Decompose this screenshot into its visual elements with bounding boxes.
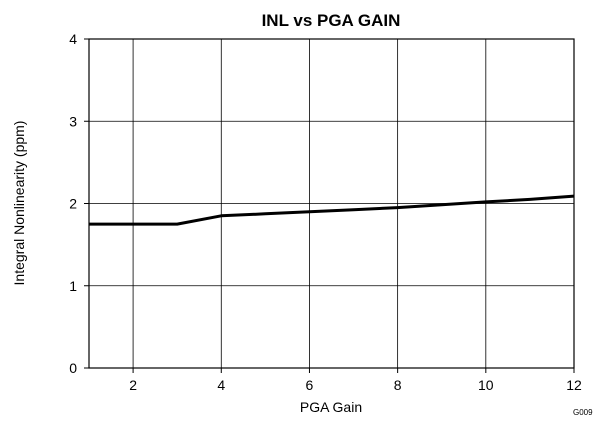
figure-code: G009 — [573, 408, 593, 417]
chart-title: INL vs PGA GAIN — [262, 11, 401, 30]
y-tick-label-4: 4 — [69, 31, 77, 47]
y-tick-label-1: 1 — [69, 278, 77, 294]
series-line-0 — [89, 194, 575, 226]
x-tick-label-8: 8 — [394, 377, 402, 393]
y-tick-label-0: 0 — [69, 360, 77, 376]
y-tick-label-2: 2 — [69, 196, 77, 212]
x-tick-label-12: 12 — [566, 377, 582, 393]
x-axis-ticks: 2 4 6 8 10 12 — [129, 368, 582, 393]
y-axis-label: Integral Nonlinearity (ppm) — [11, 121, 27, 286]
x-tick-label-4: 4 — [217, 377, 225, 393]
y-axis-ticks: 0 1 2 3 4 — [69, 31, 89, 376]
x-tick-label-10: 10 — [478, 377, 494, 393]
x-axis-label: PGA Gain — [300, 399, 362, 415]
x-tick-label-2: 2 — [129, 377, 137, 393]
series-lines — [89, 194, 575, 226]
x-tick-label-6: 6 — [306, 377, 314, 393]
grid-lines — [89, 39, 575, 368]
y-tick-label-3: 3 — [69, 113, 77, 129]
